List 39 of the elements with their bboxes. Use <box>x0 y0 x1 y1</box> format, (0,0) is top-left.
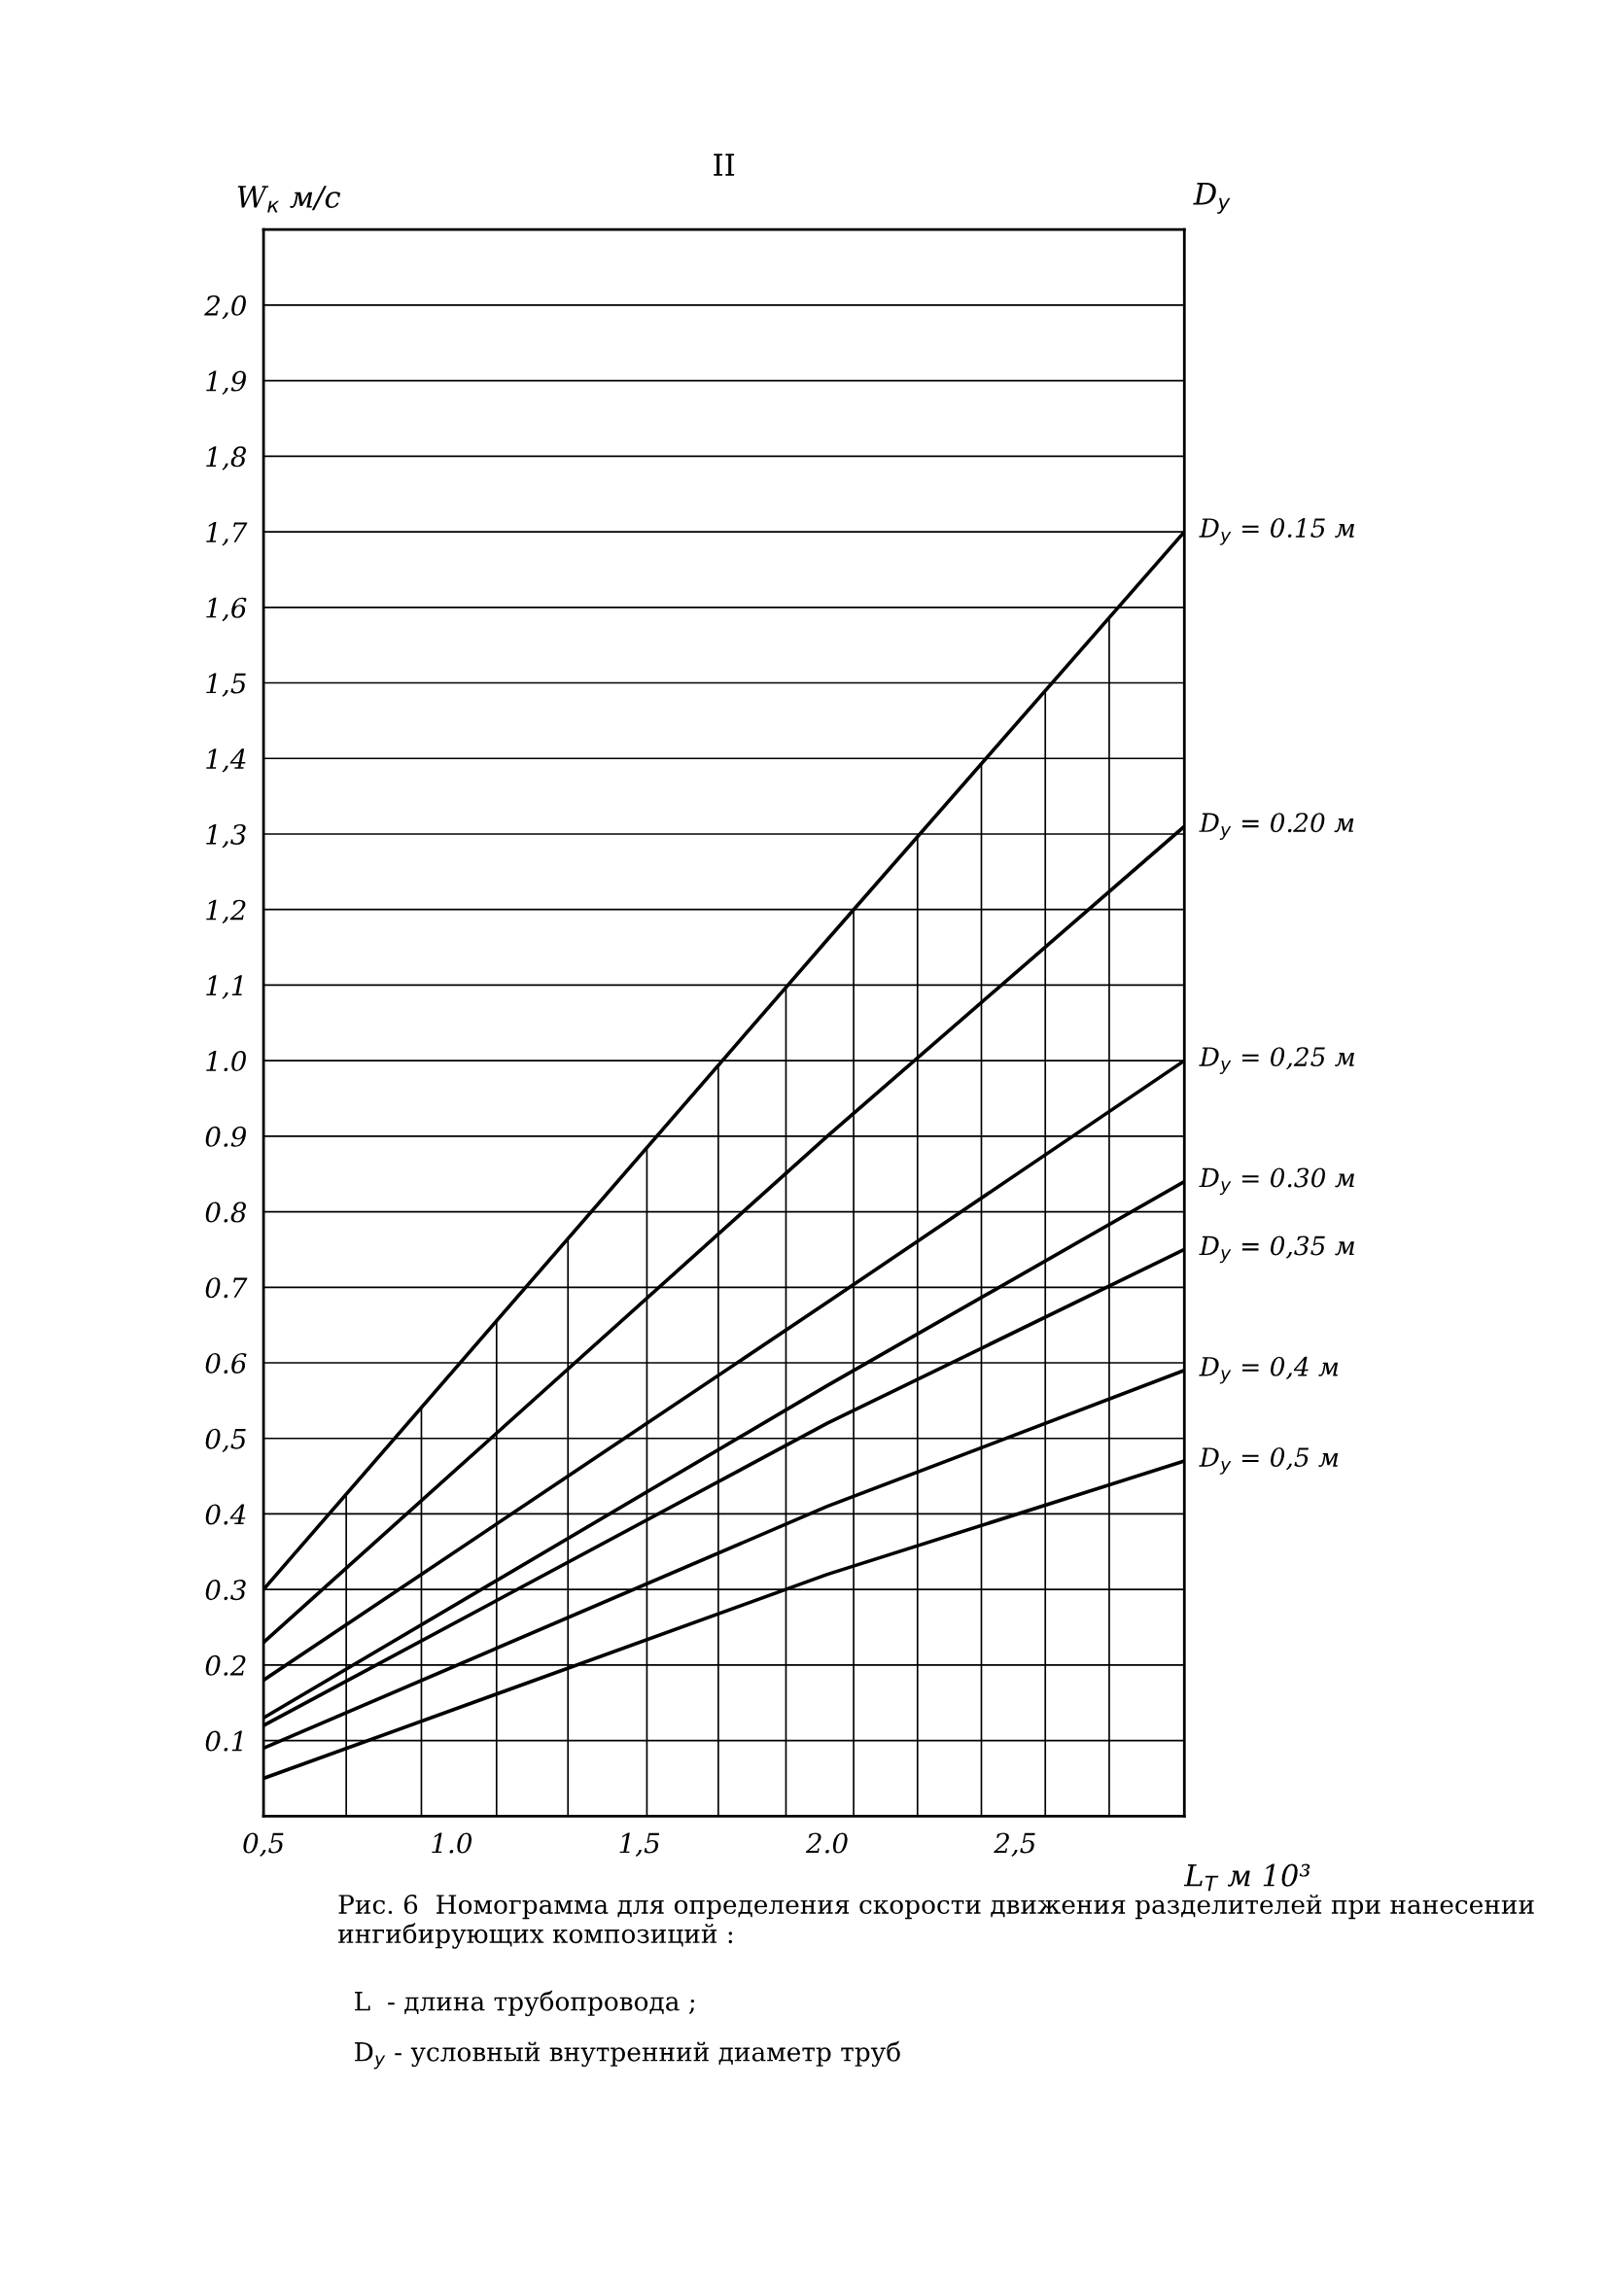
x-tick-label: 0,5 <box>243 1832 284 1857</box>
text: Рис. 6 Номограмма для определения скорости движения разделителей при нанесении ингибирующих композиций : <box>338 1894 1534 1949</box>
series-label: D$_{y}$ = 0,5 м <box>1199 1447 1339 1475</box>
y-tick-label: 0.1 <box>205 1730 242 1752</box>
series-label: D$_{y}$ = 0.20 м <box>1199 813 1354 840</box>
y-tick-label: 1,9 <box>206 370 247 395</box>
y-tick-label: 0.7 <box>205 1277 248 1299</box>
text: L - длина трубопровода ; <box>355 1990 695 2017</box>
chart-title: II <box>714 154 735 176</box>
x-axis-title: L$_{T}$ м 10³ <box>1183 1863 1310 1892</box>
series-label: D$_{y}$ = 0,4 м <box>1199 1356 1339 1384</box>
y-tick-label: 1,8 <box>206 446 247 470</box>
y-tick-label: 1,7 <box>206 522 248 546</box>
y-tick-label: 1,6 <box>206 597 247 622</box>
x-tick-label: 2.0 <box>805 1832 848 1854</box>
y-tick-label: 1,2 <box>206 899 246 924</box>
y2-axis-title: D$_{y}$ <box>1193 183 1231 214</box>
y-tick-label: 1,5 <box>206 673 246 697</box>
y-tick-label: 0.6 <box>205 1352 247 1374</box>
y-tick-label: 0.9 <box>205 1126 247 1147</box>
y-tick-label: 0.8 <box>205 1201 247 1223</box>
y-tick-label: 1,3 <box>206 823 246 849</box>
y-tick-label: 2,0 <box>204 295 246 320</box>
text: D$_{y}$ - условный внутренний диаметр труб <box>355 2040 900 2070</box>
x-tick-label: 1,5 <box>619 1832 660 1857</box>
series-label: D$_{y}$ = 0.30 м <box>1199 1167 1354 1196</box>
x-tick-label: 2,5 <box>994 1832 1035 1857</box>
series-label: D$_{y}$ = 0,25 м <box>1199 1047 1354 1074</box>
y-tick-label: 0.3 <box>205 1580 246 1601</box>
y-axis-title: W$_{к}$ м/с <box>237 186 340 213</box>
y-tick-label: 1.0 <box>206 1051 246 1072</box>
y-tick-label: 0.2 <box>205 1654 246 1676</box>
series-label: D$_{y}$ = 0,35 м <box>1199 1235 1354 1264</box>
series-label: D$_{y}$ = 0.15 м <box>1199 518 1354 545</box>
y-tick-label: 0.4 <box>205 1504 246 1525</box>
y-tick-label: 1,4 <box>206 748 246 773</box>
x-tick-label: 1.0 <box>432 1832 472 1854</box>
y-tick-label: 1,1 <box>206 975 242 999</box>
y-tick-label: 0,5 <box>205 1428 246 1453</box>
